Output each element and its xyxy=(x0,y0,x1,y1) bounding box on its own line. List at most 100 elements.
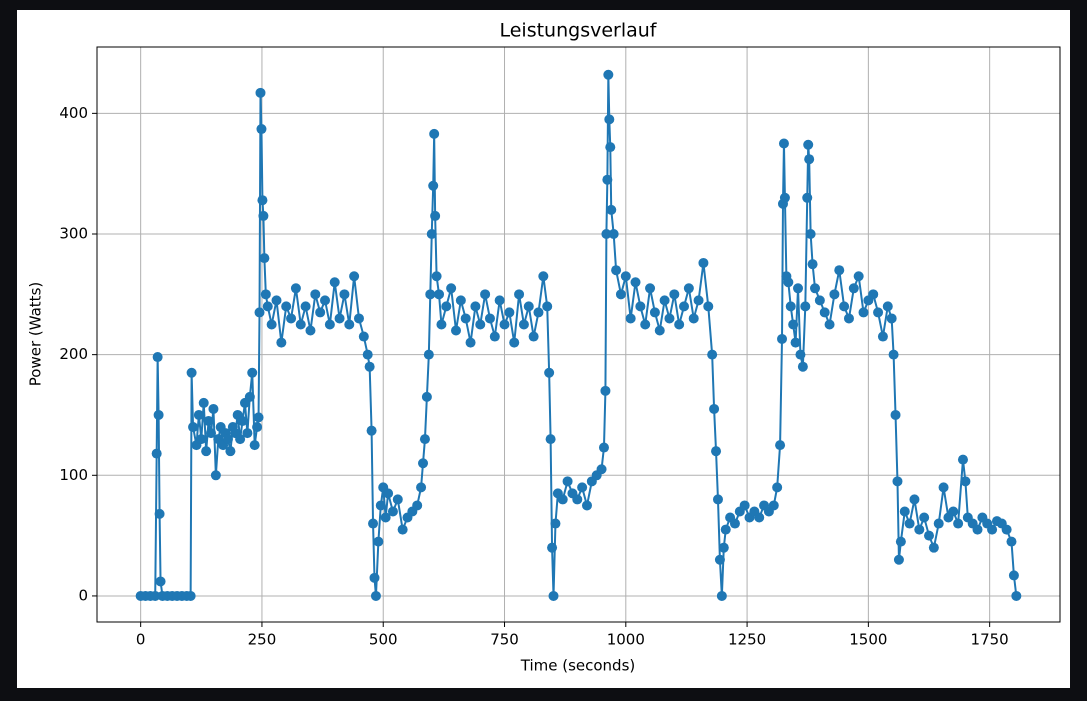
data-point xyxy=(235,434,246,445)
data-point xyxy=(305,325,316,336)
data-point xyxy=(547,542,558,553)
data-point xyxy=(804,154,815,165)
data-point xyxy=(909,494,920,505)
data-point xyxy=(853,271,864,282)
data-point xyxy=(669,289,680,300)
data-point xyxy=(800,301,811,312)
data-point xyxy=(430,210,441,221)
data-point xyxy=(664,313,675,324)
data-point xyxy=(198,397,209,408)
data-point xyxy=(1008,570,1019,581)
data-point xyxy=(603,69,614,80)
data-point xyxy=(375,500,386,511)
data-point xyxy=(635,301,646,312)
data-point xyxy=(154,508,165,519)
data-point xyxy=(429,128,440,139)
data-point xyxy=(254,307,265,318)
data-point xyxy=(259,253,270,264)
data-point xyxy=(242,428,253,439)
data-point xyxy=(788,319,799,330)
data-point xyxy=(703,301,714,312)
data-point xyxy=(803,139,814,150)
data-point xyxy=(416,482,427,493)
data-point xyxy=(426,229,437,240)
data-point xyxy=(620,271,631,282)
data-point xyxy=(888,349,899,360)
data-point xyxy=(392,494,403,505)
data-point xyxy=(262,301,273,312)
data-point xyxy=(688,313,699,324)
data-point xyxy=(795,349,806,360)
data-point xyxy=(562,476,573,487)
data-point xyxy=(514,289,525,300)
data-point xyxy=(436,319,447,330)
x-tick-label: 500 xyxy=(369,631,398,649)
data-point xyxy=(848,283,859,294)
data-point xyxy=(533,307,544,318)
data-point xyxy=(152,352,163,363)
data-point xyxy=(256,124,267,135)
data-point xyxy=(484,313,495,324)
y-axis-label: Power (Watts) xyxy=(27,282,45,386)
data-point xyxy=(606,204,617,215)
data-point xyxy=(714,554,725,565)
data-point xyxy=(785,301,796,312)
data-point xyxy=(581,500,592,511)
chart-title: Leistungsverlauf xyxy=(499,20,657,42)
data-point xyxy=(834,265,845,276)
data-point xyxy=(709,403,720,414)
data-point xyxy=(654,325,665,336)
data-point xyxy=(919,512,930,523)
data-point xyxy=(290,283,301,294)
data-point xyxy=(247,367,258,378)
data-point xyxy=(494,295,505,306)
data-point xyxy=(914,524,925,535)
data-point xyxy=(441,301,452,312)
x-tick-label: 1000 xyxy=(607,631,645,649)
data-point xyxy=(421,391,432,402)
data-point xyxy=(605,142,616,153)
data-point xyxy=(271,295,282,306)
data-point xyxy=(596,464,607,475)
data-point xyxy=(777,333,788,344)
data-point xyxy=(266,319,277,330)
data-point xyxy=(805,229,816,240)
data-point xyxy=(369,572,380,583)
data-point xyxy=(295,319,306,330)
data-point xyxy=(807,259,818,270)
plot-data xyxy=(135,69,1022,601)
data-point xyxy=(716,590,727,601)
data-point xyxy=(729,518,740,529)
figure-background xyxy=(17,10,1070,688)
data-point xyxy=(349,271,360,282)
data-point xyxy=(718,542,729,553)
data-point xyxy=(276,337,287,348)
data-point xyxy=(819,307,830,318)
data-point xyxy=(953,518,964,529)
data-point xyxy=(783,277,794,288)
data-point xyxy=(824,319,835,330)
data-point xyxy=(186,367,197,378)
data-point xyxy=(203,416,214,427)
data-point xyxy=(425,289,436,300)
data-point xyxy=(185,590,196,601)
data-point xyxy=(877,331,888,342)
data-point xyxy=(434,289,445,300)
data-point xyxy=(779,192,790,203)
data-point xyxy=(645,283,656,294)
x-tick-label: 1500 xyxy=(849,631,887,649)
data-point xyxy=(225,446,236,457)
data-point xyxy=(329,277,340,288)
data-point xyxy=(960,476,971,487)
data-point xyxy=(418,458,429,469)
data-point xyxy=(364,361,375,372)
data-point xyxy=(683,283,694,294)
y-tick-label: 100 xyxy=(59,466,88,484)
data-point xyxy=(572,494,583,505)
data-point xyxy=(754,512,765,523)
data-point xyxy=(545,434,556,445)
data-point xyxy=(504,307,515,318)
data-point xyxy=(249,440,260,451)
data-point xyxy=(890,409,901,420)
data-point xyxy=(548,590,559,601)
